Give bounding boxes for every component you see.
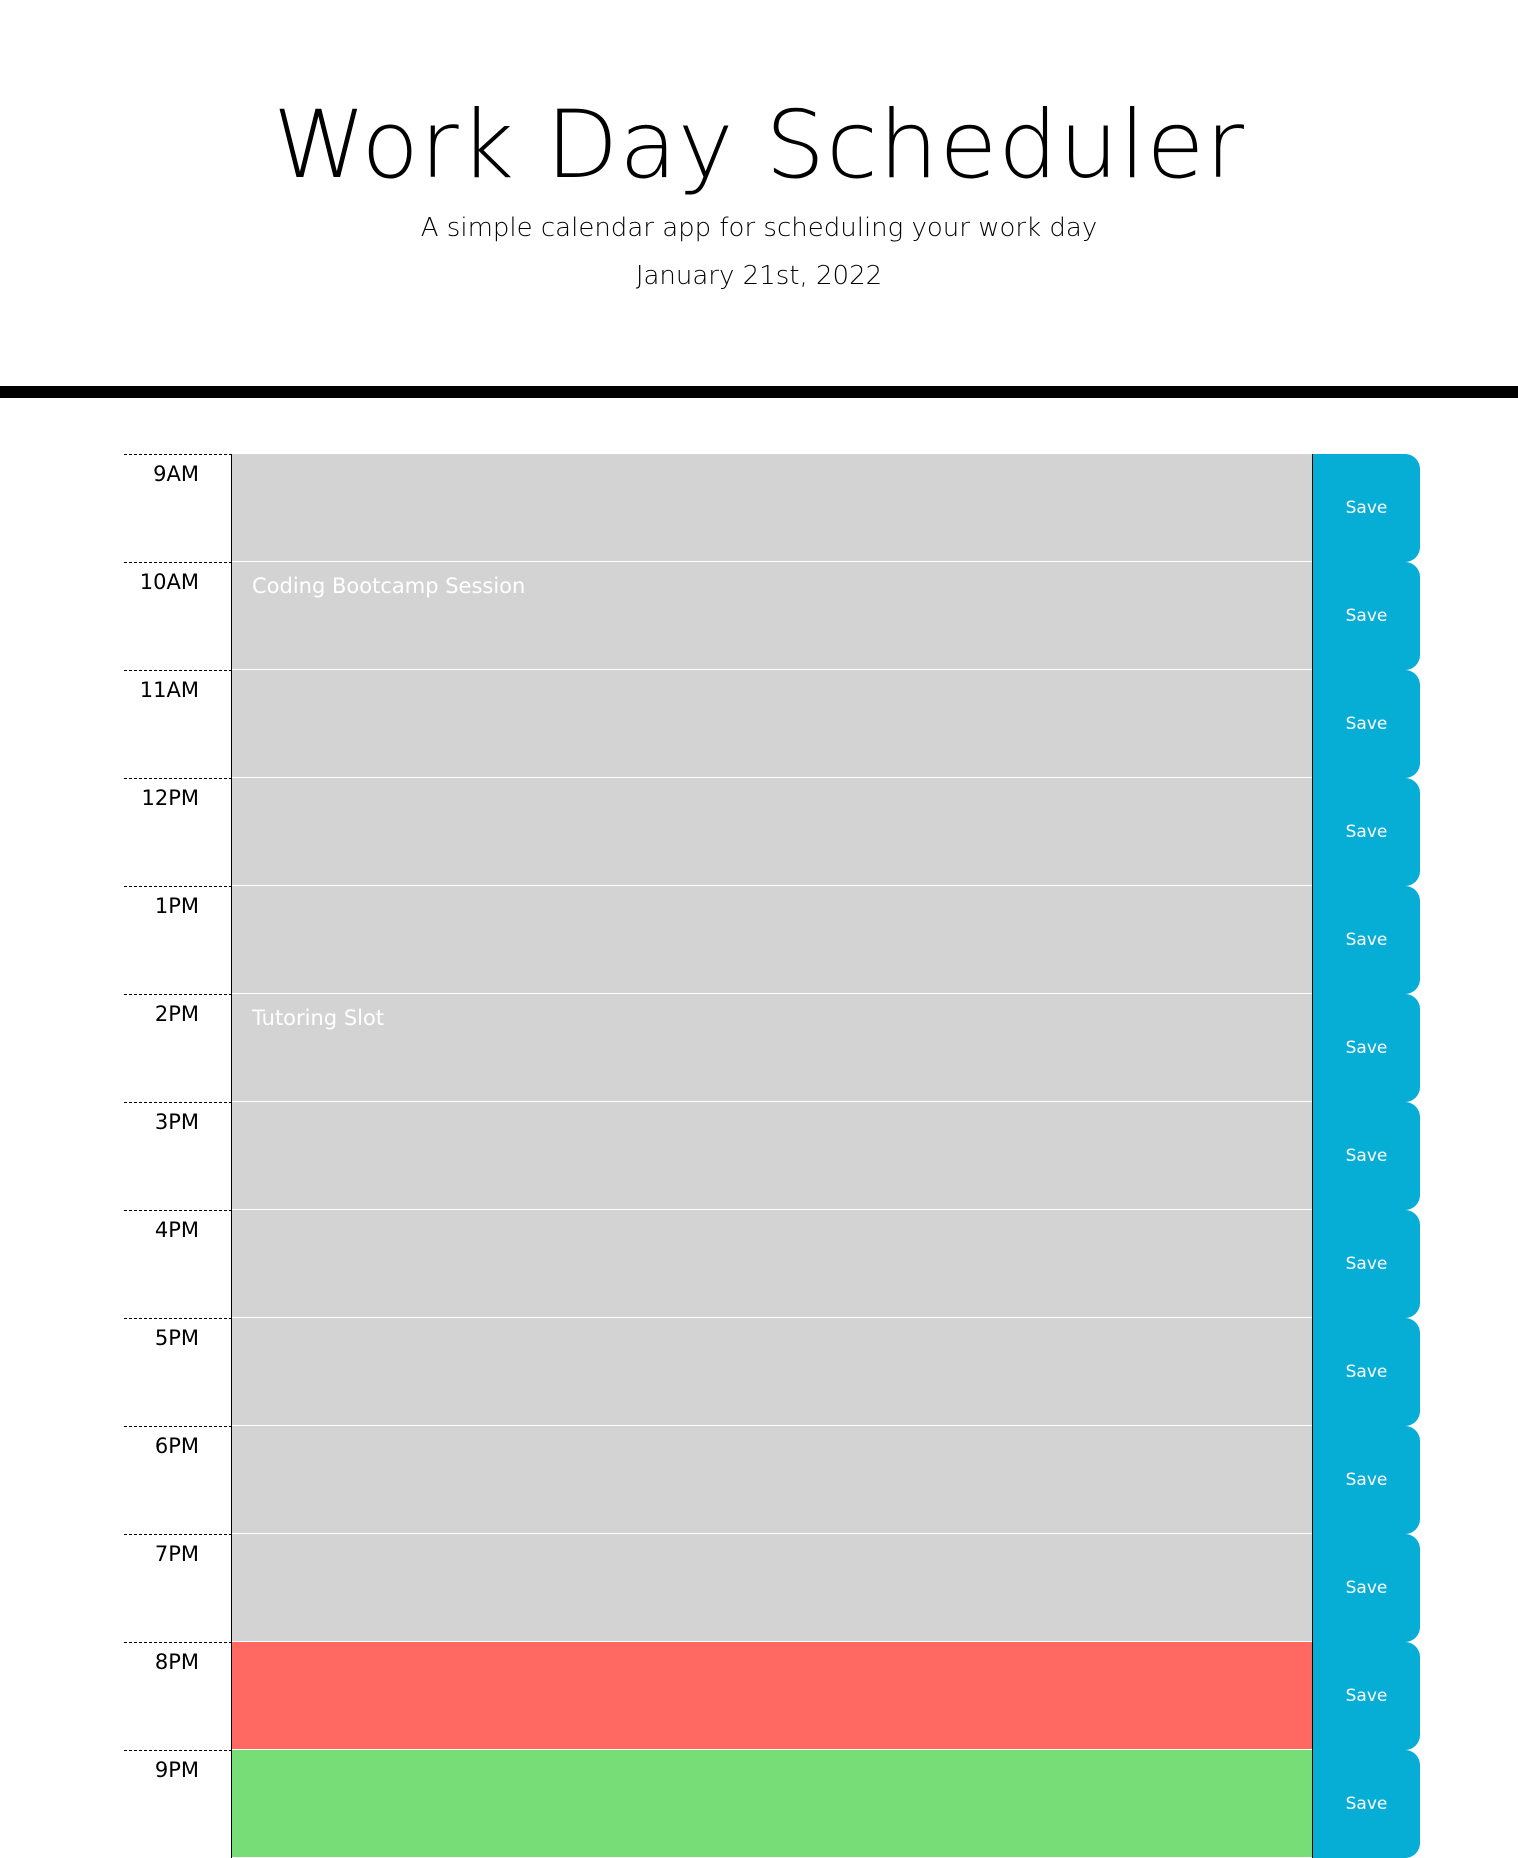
save-button[interactable]: Save [1312, 1534, 1420, 1642]
save-button[interactable]: Save [1312, 886, 1420, 994]
hour-label: 6PM [124, 1426, 232, 1534]
time-blocks-container: 9AM Save 10AM Coding Bootcamp Session Sa… [124, 454, 1420, 1858]
event-description-input[interactable]: Tutoring Slot [232, 994, 1312, 1102]
event-description-input[interactable] [232, 1642, 1312, 1750]
current-date: January 21st, 2022 [635, 261, 883, 291]
event-description-input[interactable] [232, 886, 1312, 994]
time-block-row: 2PM Tutoring Slot Save [124, 994, 1420, 1102]
time-block-row: 7PM Save [124, 1534, 1420, 1642]
hour-label: 5PM [124, 1318, 232, 1426]
save-button[interactable]: Save [1312, 670, 1420, 778]
time-block-row: 9PM Save [124, 1750, 1420, 1858]
event-description-input[interactable] [232, 1534, 1312, 1642]
time-block-row: 4PM Save [124, 1210, 1420, 1318]
hour-label: 7PM [124, 1534, 232, 1642]
time-block-row: 3PM Save [124, 1102, 1420, 1210]
jumbotron-header: Work Day Scheduler A simple calendar app… [0, 0, 1518, 398]
time-block-row: 12PM Save [124, 778, 1420, 886]
hour-label: 9AM [124, 454, 232, 562]
hour-label: 4PM [124, 1210, 232, 1318]
hour-label: 11AM [124, 670, 232, 778]
event-description-input[interactable] [232, 1426, 1312, 1534]
time-block-row: 10AM Coding Bootcamp Session Save [124, 562, 1420, 670]
save-button[interactable]: Save [1312, 1750, 1420, 1858]
save-button[interactable]: Save [1312, 562, 1420, 670]
hour-label: 8PM [124, 1642, 232, 1750]
event-description-input[interactable] [232, 1210, 1312, 1318]
hour-label: 1PM [124, 886, 232, 994]
save-button[interactable]: Save [1312, 1102, 1420, 1210]
time-block-row: 8PM Save [124, 1642, 1420, 1750]
time-block-row: 11AM Save [124, 670, 1420, 778]
hour-label: 2PM [124, 994, 232, 1102]
event-description-input[interactable] [232, 1750, 1312, 1858]
event-description-input[interactable] [232, 670, 1312, 778]
time-block-row: 1PM Save [124, 886, 1420, 994]
save-button[interactable]: Save [1312, 454, 1420, 562]
page-title: Work Day Scheduler [273, 91, 1245, 200]
hour-label: 3PM [124, 1102, 232, 1210]
hour-label: 12PM [124, 778, 232, 886]
save-button[interactable]: Save [1312, 994, 1420, 1102]
time-block-row: 6PM Save [124, 1426, 1420, 1534]
hour-label: 10AM [124, 562, 232, 670]
save-button[interactable]: Save [1312, 1210, 1420, 1318]
hour-label: 9PM [124, 1750, 232, 1858]
event-description-input[interactable] [232, 1102, 1312, 1210]
event-description-input[interactable] [232, 454, 1312, 562]
save-button[interactable]: Save [1312, 778, 1420, 886]
time-block-row: 9AM Save [124, 454, 1420, 562]
event-description-input[interactable] [232, 778, 1312, 886]
event-description-input[interactable] [232, 1318, 1312, 1426]
time-block-row: 5PM Save [124, 1318, 1420, 1426]
save-button[interactable]: Save [1312, 1642, 1420, 1750]
save-button[interactable]: Save [1312, 1318, 1420, 1426]
event-description-input[interactable]: Coding Bootcamp Session [232, 562, 1312, 670]
save-button[interactable]: Save [1312, 1426, 1420, 1534]
page-subtitle: A simple calendar app for scheduling you… [420, 213, 1098, 243]
